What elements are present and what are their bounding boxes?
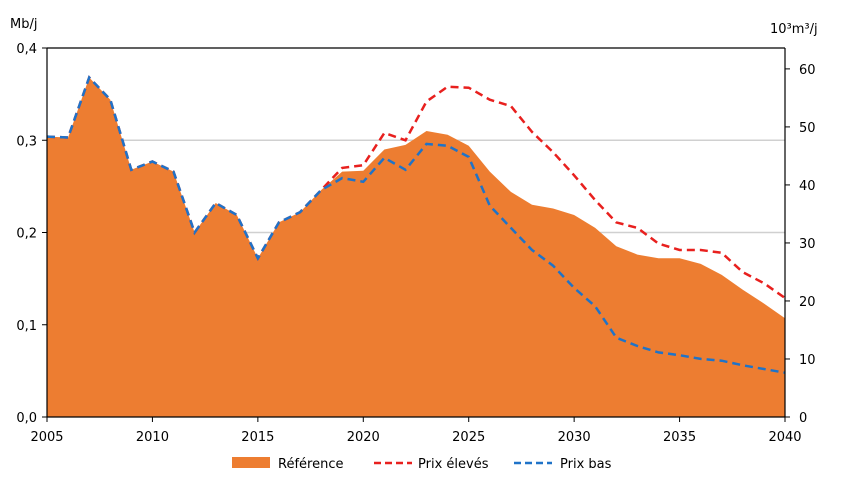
- x-tick-label: 2025: [452, 430, 485, 445]
- legend-label-low: Prix bas: [560, 457, 612, 472]
- left-tick-label: 0,4: [16, 42, 37, 57]
- right-axis-label: 10³m³/j: [770, 22, 818, 37]
- x-tick-label: 2040: [768, 430, 801, 445]
- left-tick-label: 0,0: [16, 411, 37, 426]
- right-tick-label: 40: [799, 179, 816, 194]
- left-tick-label: 0,1: [16, 319, 37, 334]
- legend-label-high: Prix élevés: [418, 457, 489, 472]
- right-tick-label: 20: [799, 295, 816, 310]
- right-tick-label: 60: [799, 63, 816, 78]
- x-tick-label: 2020: [347, 430, 380, 445]
- series-area-reference: [47, 77, 785, 417]
- left-tick-label: 0,2: [16, 227, 37, 242]
- x-tick-label: 2015: [241, 430, 274, 445]
- legend-swatch-reference: [232, 457, 270, 468]
- right-tick-label: 30: [799, 237, 816, 252]
- left-axis-label: Mb/j: [10, 17, 37, 32]
- series-line-high: [46, 75, 786, 300]
- legend-label-reference: Référence: [278, 457, 343, 472]
- x-tick-label: 2005: [30, 430, 63, 445]
- x-tick-label: 2030: [558, 430, 591, 445]
- right-tick-label: 0: [799, 411, 807, 426]
- x-tick-label: 2010: [136, 430, 169, 445]
- legend: Référence Prix élevés Prix bas: [232, 457, 612, 472]
- right-tick-label: 50: [799, 121, 816, 136]
- left-tick-label: 0,3: [16, 134, 37, 149]
- series-line-low: [46, 75, 786, 374]
- x-tick-label: 2035: [663, 430, 696, 445]
- right-tick-label: 10: [799, 353, 816, 368]
